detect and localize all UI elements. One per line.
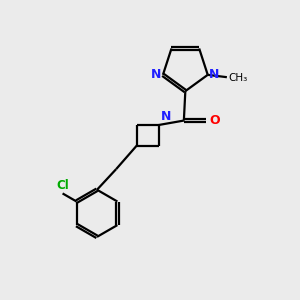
Text: N: N	[151, 68, 161, 81]
Text: N: N	[160, 110, 171, 124]
Text: N: N	[209, 68, 220, 81]
Text: Cl: Cl	[56, 179, 69, 192]
Text: CH₃: CH₃	[228, 73, 248, 83]
Text: O: O	[209, 114, 220, 127]
